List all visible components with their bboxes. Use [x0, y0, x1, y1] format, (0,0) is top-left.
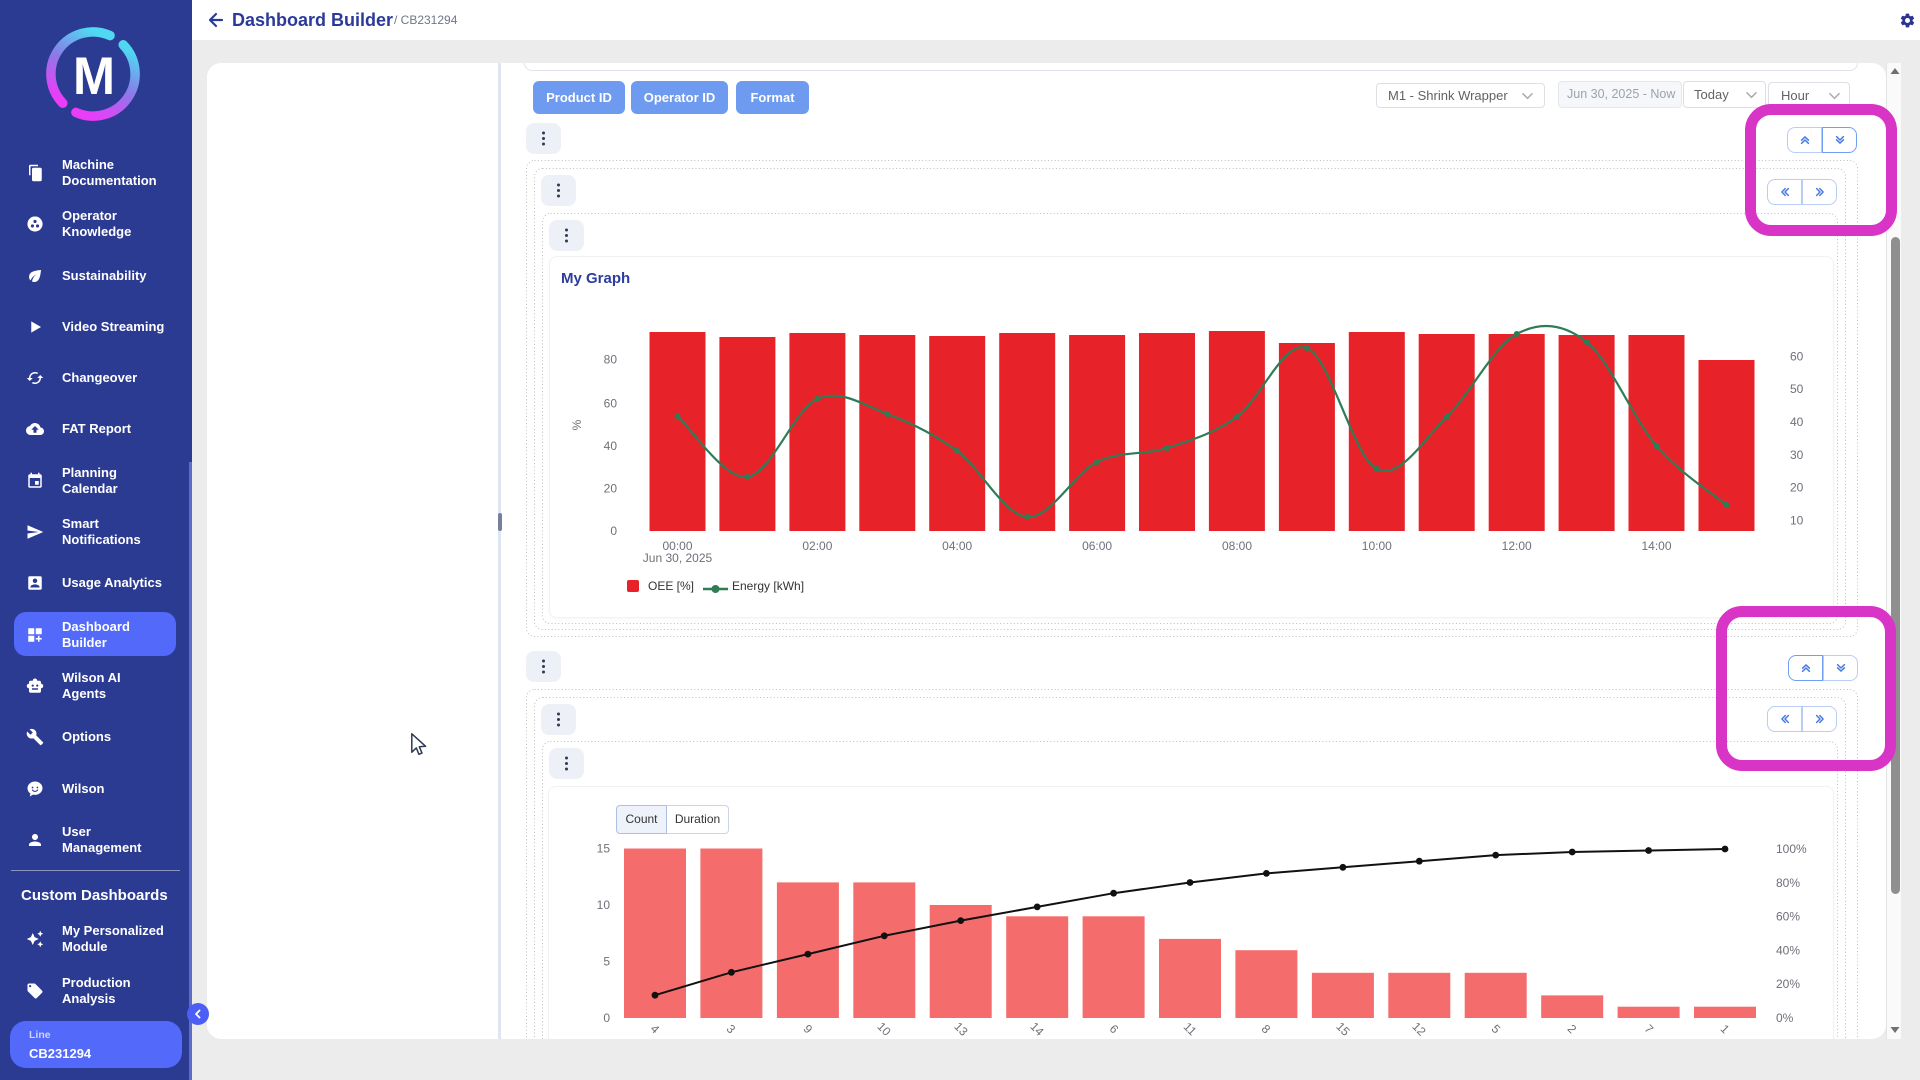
svg-text:9: 9: [801, 1022, 816, 1037]
svg-text:20%: 20%: [1776, 977, 1800, 991]
svg-text:10: 10: [597, 898, 611, 912]
svg-text:Energy [kWh]: Energy [kWh]: [732, 579, 804, 593]
svg-text:14: 14: [1027, 1019, 1047, 1039]
svg-text:Jun 30, 2025: Jun 30, 2025: [643, 551, 713, 565]
svg-text:08:00: 08:00: [1222, 539, 1252, 553]
svg-text:7: 7: [1642, 1022, 1657, 1037]
svg-text:40: 40: [604, 439, 618, 453]
svg-text:60%: 60%: [1776, 910, 1800, 924]
svg-text:40: 40: [1790, 415, 1804, 429]
svg-text:20: 20: [1790, 481, 1804, 495]
svg-text:04:00: 04:00: [942, 539, 972, 553]
svg-text:02:00: 02:00: [802, 539, 832, 553]
svg-text:OEE [%]: OEE [%]: [648, 579, 694, 593]
svg-text:3: 3: [724, 1022, 739, 1037]
svg-text:13: 13: [951, 1019, 971, 1039]
svg-text:12: 12: [1409, 1019, 1429, 1039]
svg-text:12:00: 12:00: [1502, 539, 1532, 553]
svg-text:0: 0: [603, 1011, 610, 1025]
svg-text:50: 50: [1790, 382, 1804, 396]
svg-text:M: M: [73, 47, 115, 106]
svg-text:15: 15: [1333, 1019, 1353, 1039]
svg-text:10: 10: [1790, 514, 1804, 528]
svg-text:5: 5: [603, 955, 610, 969]
svg-text:100%: 100%: [1776, 842, 1807, 856]
svg-text:06:00: 06:00: [1082, 539, 1112, 553]
svg-text:8: 8: [1259, 1022, 1274, 1037]
svg-text:10:00: 10:00: [1362, 539, 1392, 553]
svg-text:00:00: 00:00: [662, 539, 692, 553]
svg-text:60: 60: [1790, 350, 1804, 364]
svg-text:80: 80: [604, 353, 618, 367]
svg-text:30: 30: [1790, 448, 1804, 462]
svg-text:60: 60: [604, 397, 618, 411]
svg-text:20: 20: [604, 482, 618, 496]
svg-text:6: 6: [1107, 1022, 1122, 1037]
svg-text:%: %: [570, 419, 584, 430]
svg-text:0%: 0%: [1776, 1011, 1794, 1025]
svg-text:14:00: 14:00: [1641, 539, 1671, 553]
svg-text:15: 15: [597, 842, 611, 856]
svg-text:0: 0: [610, 524, 617, 538]
svg-text:1: 1: [1718, 1022, 1733, 1037]
svg-text:2: 2: [1565, 1022, 1580, 1037]
svg-text:5: 5: [1489, 1022, 1504, 1037]
svg-text:10: 10: [874, 1019, 894, 1039]
svg-text:80%: 80%: [1776, 876, 1800, 890]
svg-text:4: 4: [648, 1022, 663, 1037]
svg-text:40%: 40%: [1776, 943, 1800, 957]
svg-text:11: 11: [1181, 1020, 1200, 1039]
